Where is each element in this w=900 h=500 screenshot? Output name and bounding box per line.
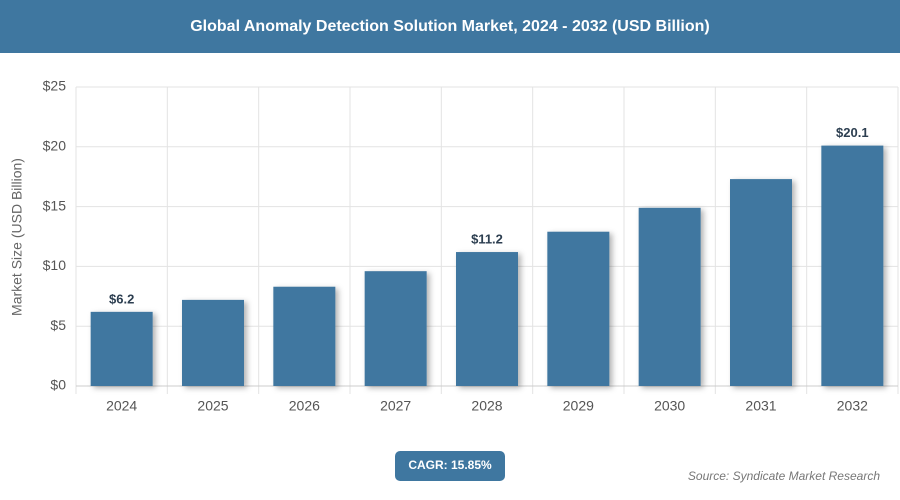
- x-tick-label: 2028: [471, 398, 502, 414]
- bar: [638, 207, 701, 386]
- cagr-text: CAGR: 15.85%: [408, 458, 492, 472]
- bar: [547, 231, 610, 386]
- y-axis-label: Market Size (USD Billion): [9, 158, 25, 316]
- x-tick-label: 2024: [106, 398, 137, 414]
- cagr-badge: [395, 451, 505, 481]
- x-tick-label: 2027: [380, 398, 411, 414]
- x-tick-label: 2031: [745, 398, 776, 414]
- y-tick-label: $15: [43, 197, 67, 213]
- bar: [182, 299, 244, 386]
- data-label: $20.1: [836, 125, 869, 140]
- bar: [273, 286, 336, 386]
- data-label: $6.2: [109, 291, 134, 306]
- x-tick-label: 2026: [289, 398, 320, 414]
- source-text: Source: Syndicate Market Research: [688, 469, 880, 483]
- x-tick-label: 2032: [837, 398, 868, 414]
- header-bar: [0, 0, 900, 53]
- bar: [730, 179, 792, 386]
- data-label: $11.2: [471, 231, 503, 246]
- y-tick-label: $10: [43, 257, 67, 273]
- x-tick-label: 2029: [563, 398, 594, 414]
- bar: [90, 311, 153, 386]
- x-tick-label: 2030: [654, 398, 685, 414]
- bar: [364, 271, 427, 386]
- x-tick-label: 2025: [197, 398, 228, 414]
- bar: [456, 252, 518, 386]
- y-tick-label: $0: [50, 377, 66, 393]
- y-tick-label: $20: [43, 138, 67, 154]
- y-tick-label: $25: [43, 78, 67, 94]
- chart-title: Global Anomaly Detection Solution Market…: [190, 18, 710, 35]
- y-tick-label: $5: [50, 317, 66, 333]
- bar: [821, 145, 884, 386]
